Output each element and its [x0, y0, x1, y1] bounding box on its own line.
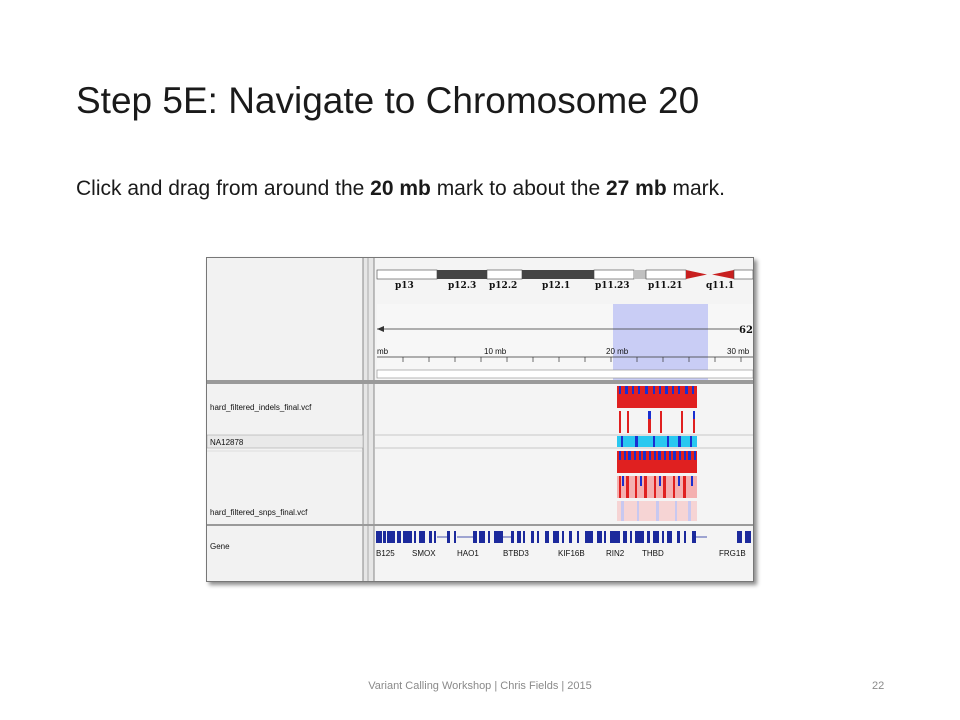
- gene-track[interactable]: [376, 531, 751, 543]
- gene-label-b125: B125: [376, 549, 395, 558]
- gene-label-hao1: HAO1: [457, 549, 479, 558]
- ruler-span-label: 62: [739, 325, 753, 336]
- ruler-tick-30mb: 30 mb: [727, 347, 750, 356]
- page-number: 22: [872, 680, 885, 692]
- gene-label-frg1b: FRG1B: [719, 549, 746, 558]
- gene-label-btbd3: BTBD3: [503, 549, 529, 558]
- gene-label-thbd: THBD: [642, 549, 664, 558]
- sample-genotype-track[interactable]: [617, 436, 697, 447]
- band-label-p12-3: p12.3: [448, 281, 476, 291]
- track-label-gene[interactable]: Gene: [210, 542, 230, 551]
- instruction-bold-27mb: 27 mb: [605, 177, 667, 200]
- instruction-bold-20mb: 20 mb: [370, 177, 431, 200]
- band-label-p13: p13: [395, 281, 414, 291]
- gene-label-smox: SMOX: [412, 549, 436, 558]
- ruler-tick-10mb: 10 mb: [484, 347, 507, 356]
- band-label-p11-21: p11.21: [648, 281, 682, 291]
- band-label-q11-1: q11.1: [706, 281, 734, 291]
- band-label-p11-23: p11.23: [595, 281, 629, 291]
- instruction-text: Click and drag from around the 20 mb mar…: [76, 174, 876, 204]
- snps-track[interactable]: [617, 451, 697, 521]
- ruler-arrow-icon: [377, 326, 384, 332]
- gene-label-rin2: RIN2: [606, 549, 625, 558]
- chromosome-ideogram[interactable]: [376, 269, 753, 280]
- band-label-p12-2: p12.2: [489, 281, 517, 291]
- ruler-tick-0: mb: [377, 347, 389, 356]
- slide-title: Step 5E: Navigate to Chromosome 20: [76, 80, 700, 121]
- track-name-panel: [207, 258, 363, 581]
- instruction-part-2: mark to about the: [430, 177, 606, 200]
- instruction-part-1: Click and drag from around the: [76, 177, 371, 200]
- track-label-snps[interactable]: hard_filtered_snps_final.vcf: [210, 508, 308, 517]
- instruction-part-3: mark.: [666, 177, 726, 200]
- slide-footer: Variant Calling Workshop | Chris Fields …: [368, 680, 592, 692]
- ruler-tick-20mb: 20 mb: [606, 347, 629, 356]
- band-label-p12-1: p12.1: [542, 281, 570, 291]
- track-label-indels[interactable]: hard_filtered_indels_final.vcf: [210, 403, 312, 412]
- drag-selection-region: [613, 304, 708, 380]
- gene-label-kif16b: KIF16B: [558, 549, 585, 558]
- indels-track[interactable]: [617, 386, 697, 433]
- track-label-sample[interactable]: NA12878: [210, 438, 244, 447]
- scroll-bar[interactable]: [376, 369, 753, 379]
- igv-screenshot: p13 p12.3 p12.2 p12.1 p11.23 p11.21 q11.…: [206, 257, 754, 582]
